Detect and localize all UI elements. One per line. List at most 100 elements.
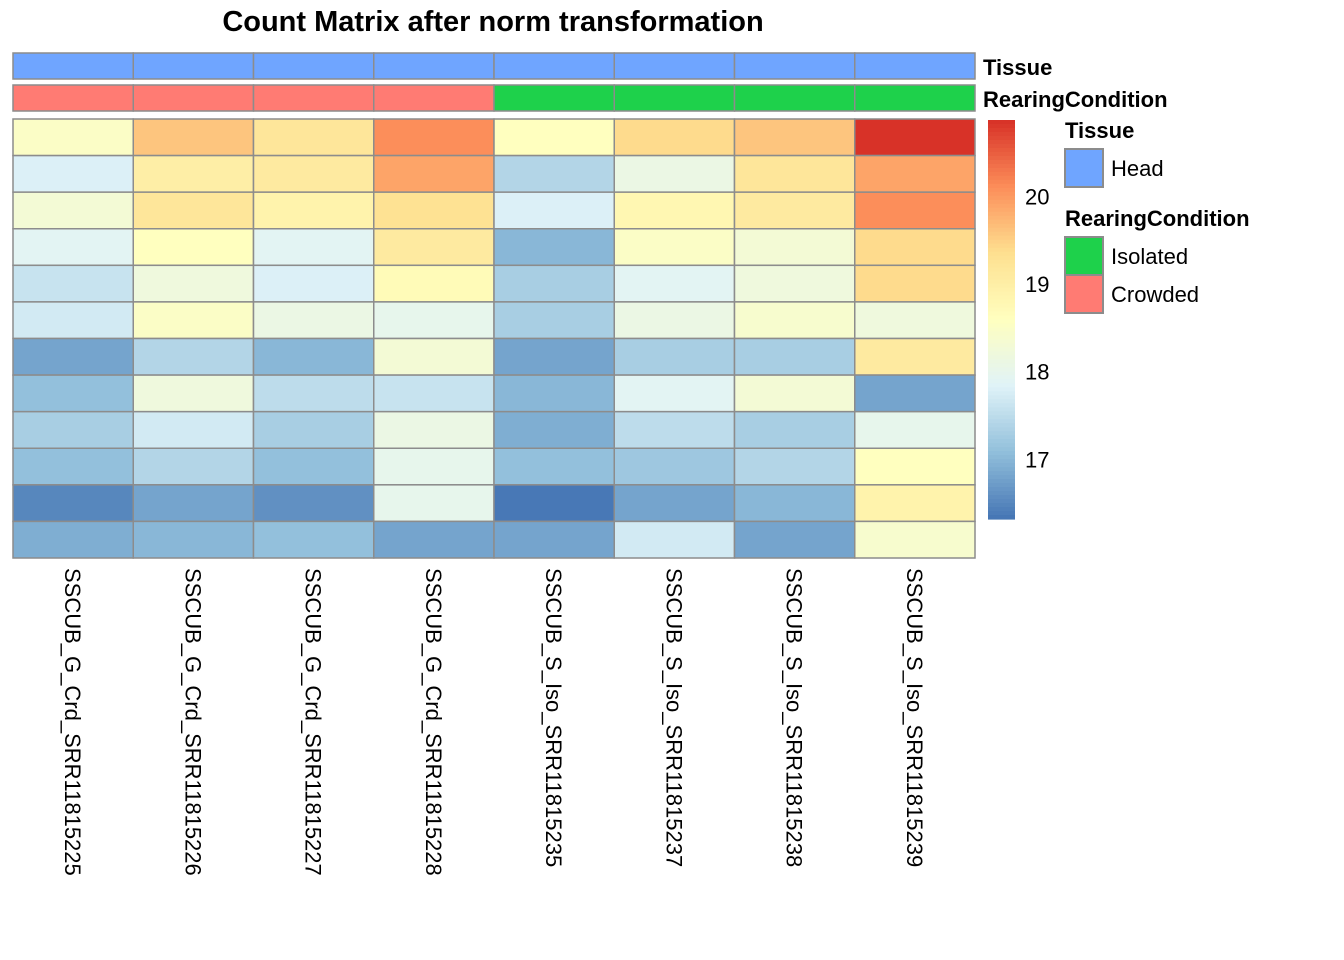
annotation-cell-tissue	[132, 52, 255, 80]
annotation-row-label: Tissue	[983, 55, 1052, 80]
legend-item-label: Crowded	[1111, 282, 1199, 307]
heatmap-cell	[132, 154, 255, 193]
annotation-cell-rearingcondition	[493, 84, 615, 112]
heatmap-cell	[613, 520, 736, 559]
heatmap-cell	[373, 118, 495, 157]
heatmap-cell	[493, 337, 615, 376]
column-label: SSCUB_G_Crd_SRR11815228	[421, 568, 446, 876]
heatmap-cell	[733, 154, 856, 193]
colorbar-segment	[988, 503, 1015, 508]
colorbar-tick-label: 18	[1025, 360, 1049, 385]
heatmap-cell	[733, 264, 856, 303]
heatmap-cell	[252, 228, 375, 267]
heatmap-cell	[252, 447, 375, 486]
colorbar: 17 18 19 20	[988, 120, 1049, 520]
colorbar-segment	[988, 495, 1015, 500]
colorbar-segment	[988, 375, 1015, 380]
colorbar-segment	[988, 511, 1015, 516]
colorbar-segment	[988, 455, 1015, 460]
colorbar-segment	[988, 343, 1015, 349]
colorbar-segment	[988, 435, 1015, 440]
colorbar-segment	[988, 203, 1015, 209]
heatmap-cell	[854, 301, 976, 340]
colorbar-segment	[988, 219, 1015, 225]
annotation-cell-rearingcondition	[613, 84, 736, 112]
heatmap-cell	[12, 301, 134, 340]
colorbar-segment	[988, 255, 1015, 261]
heatmap-cell	[373, 301, 495, 340]
heatmap-cell	[854, 410, 976, 449]
colorbar-segment	[988, 471, 1015, 476]
colorbar-segment	[988, 483, 1015, 488]
colorbar-segment	[988, 323, 1015, 329]
colorbar-segment	[988, 283, 1015, 289]
heatmap-cell	[132, 410, 255, 449]
heatmap-cell	[613, 374, 736, 413]
heatmap-cell	[12, 264, 134, 303]
legend-title: Tissue	[1065, 118, 1134, 143]
colorbar-segment	[988, 303, 1015, 309]
annotation-cell-tissue	[613, 52, 736, 80]
column-label: SSCUB_G_Crd_SRR11815227	[301, 568, 326, 876]
heatmap-cell	[854, 520, 976, 559]
colorbar-segment	[988, 419, 1015, 424]
heatmap-cell	[252, 484, 375, 523]
heatmap-cell	[373, 154, 495, 193]
heatmap-cell	[854, 337, 976, 376]
heatmap-cell	[493, 264, 615, 303]
colorbar-segment	[988, 447, 1015, 452]
heatmap-cell	[613, 484, 736, 523]
legend-item-label: Isolated	[1111, 244, 1188, 269]
column-label: SSCUB_S_Iso_SRR11815238	[782, 568, 807, 867]
annotation-cell-tissue	[373, 52, 495, 80]
heatmap-cell	[733, 118, 856, 157]
heatmap-cells	[12, 118, 976, 559]
colorbar-segment	[988, 287, 1015, 293]
annotation-cell-tissue	[733, 52, 856, 80]
colorbar-segment	[988, 199, 1015, 205]
colorbar-segment	[988, 147, 1015, 153]
colorbar-segment	[988, 427, 1015, 432]
colorbar-segment	[988, 151, 1015, 157]
heatmap-cell	[733, 374, 856, 413]
heatmap-cell	[252, 520, 375, 559]
colorbar-segment	[988, 463, 1015, 468]
heatmap-cell	[12, 484, 134, 523]
colorbar-segment	[988, 231, 1015, 237]
colorbar-segment	[988, 247, 1015, 253]
annotation-cell-rearingcondition	[132, 84, 255, 112]
colorbar-segment	[988, 423, 1015, 428]
colorbar-segment	[988, 499, 1015, 504]
heatmap-cell	[613, 301, 736, 340]
heatmap-cell	[493, 447, 615, 486]
colorbar-segment	[988, 391, 1015, 396]
heatmap-cell	[132, 264, 255, 303]
heatmap-cell	[252, 154, 375, 193]
heatmap-cell	[854, 191, 976, 230]
heatmap-cell	[12, 447, 134, 486]
legend-swatch	[1064, 236, 1104, 276]
colorbar-segment	[988, 263, 1015, 269]
heatmap-cell	[493, 118, 615, 157]
colorbar-segment	[988, 251, 1015, 257]
annotation-cell-rearingcondition	[252, 84, 375, 112]
heatmap-cell	[252, 118, 375, 157]
heatmap-cell	[373, 374, 495, 413]
colorbar-segment	[988, 239, 1015, 245]
heatmap-cell	[132, 118, 255, 157]
colorbar-segment	[988, 371, 1015, 376]
colorbar-segment	[988, 439, 1015, 444]
colorbar-segment	[988, 387, 1015, 392]
colorbar-segment	[988, 215, 1015, 221]
heatmap-cell	[493, 410, 615, 449]
colorbar-segment	[988, 175, 1015, 181]
annotation-cell-rearingcondition	[12, 84, 134, 112]
heatmap-cell	[854, 264, 976, 303]
colorbar-segment	[988, 319, 1015, 325]
column-label: SSCUB_S_Iso_SRR11815237	[661, 568, 686, 867]
colorbar-segment	[988, 271, 1015, 277]
colorbar-segment	[988, 335, 1015, 341]
heatmap-cell	[613, 447, 736, 486]
colorbar-segment	[988, 367, 1015, 372]
heatmap-cell	[493, 228, 615, 267]
